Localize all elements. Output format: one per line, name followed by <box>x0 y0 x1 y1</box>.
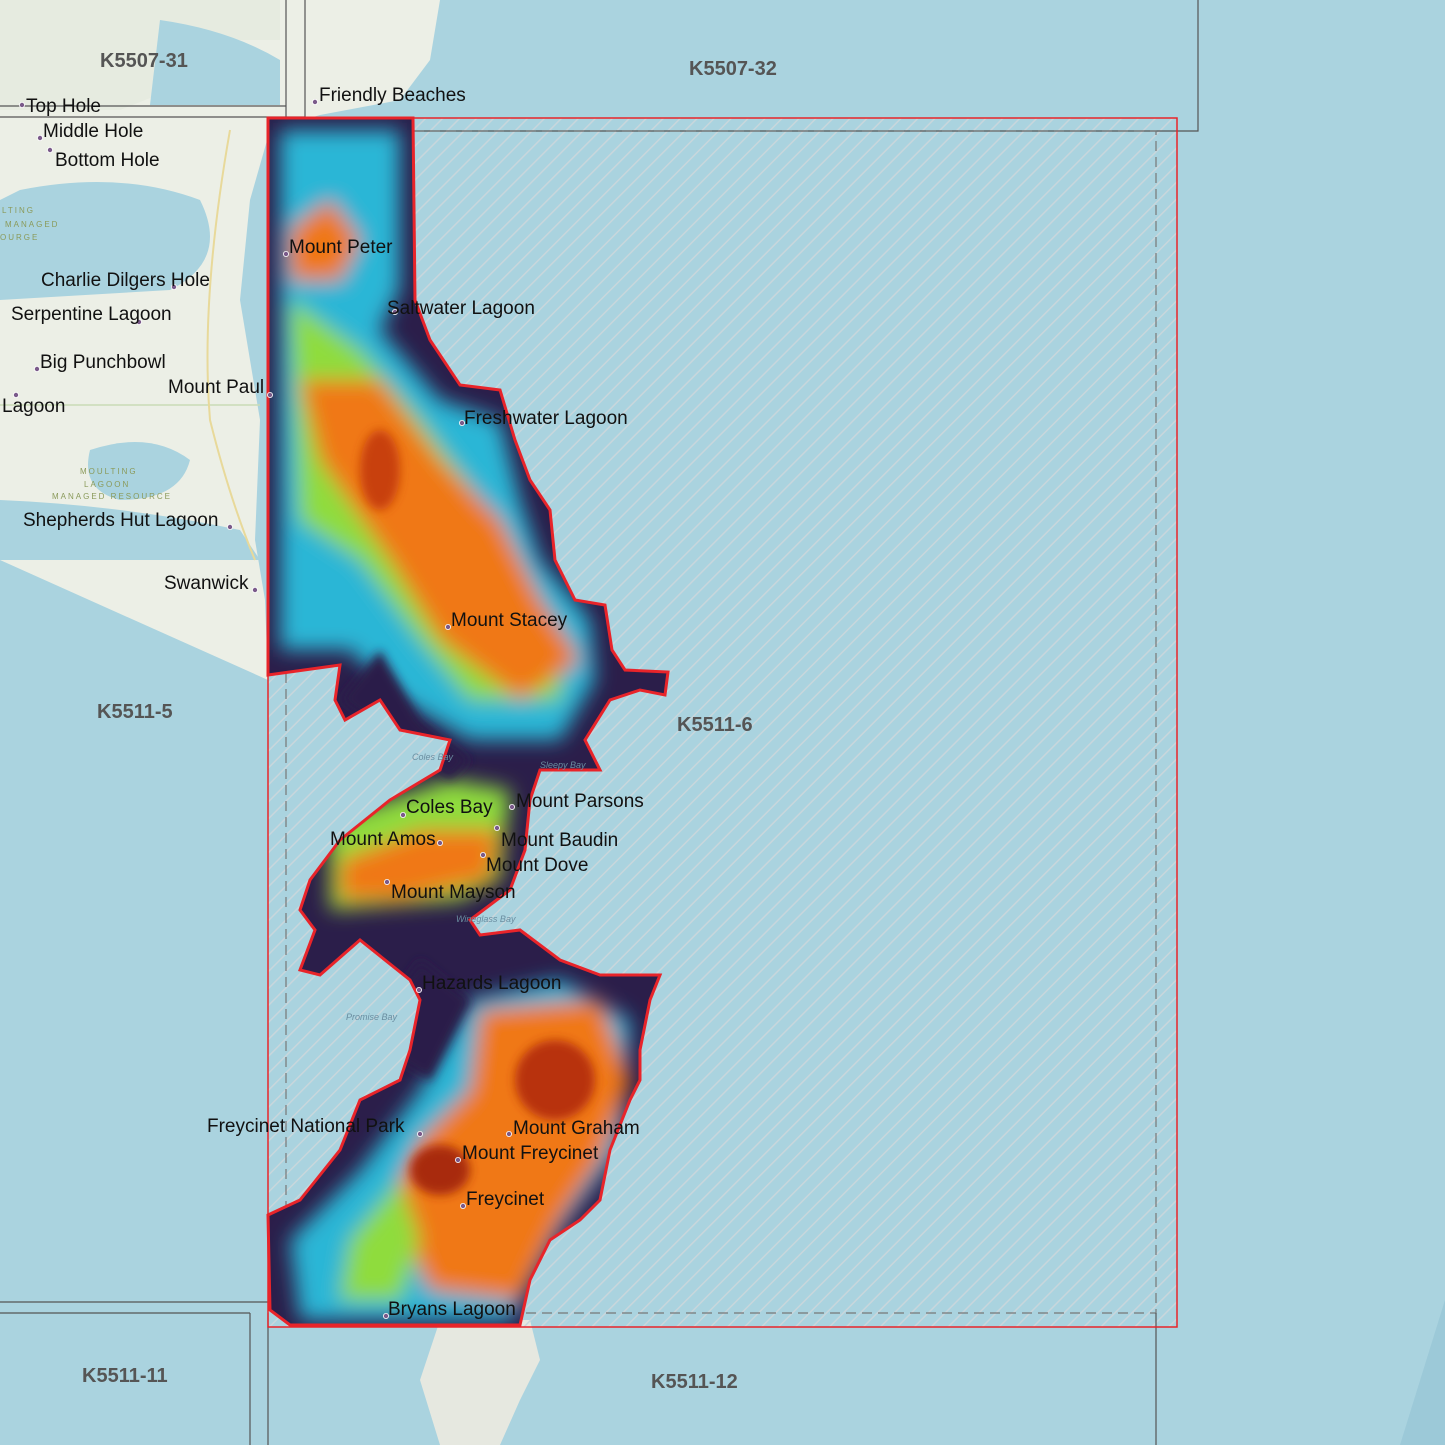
tile-label: K5507-32 <box>689 58 777 80</box>
reserve-label: MANAGED <box>5 220 59 229</box>
place-marker[interactable] <box>391 308 398 315</box>
place-marker[interactable] <box>444 624 451 631</box>
place-marker[interactable] <box>135 318 142 325</box>
tile-extent-outline <box>267 117 1178 1328</box>
tile-label: K5511-11 <box>82 1365 168 1387</box>
reserve-label: OURGE <box>0 233 39 242</box>
place-label[interactable]: Mount Peter <box>289 237 393 258</box>
place-label[interactable]: Friendly Beaches <box>319 85 466 106</box>
place-label[interactable]: Mount Stacey <box>451 610 568 631</box>
place-label[interactable]: Freycinet National Park <box>207 1116 405 1137</box>
place-label[interactable]: Hazards Lagoon <box>422 973 561 994</box>
place-marker[interactable] <box>505 1131 512 1138</box>
place-label[interactable]: Mount Amos <box>330 829 436 850</box>
place-label[interactable]: Bottom Hole <box>55 150 160 171</box>
place-marker[interactable] <box>383 879 390 886</box>
place-marker[interactable] <box>170 283 177 290</box>
tile-label: K5507-31 <box>100 50 188 72</box>
place-label[interactable]: Lagoon <box>2 396 65 417</box>
tile-grid <box>0 0 1199 1445</box>
place-marker[interactable] <box>266 391 273 398</box>
tile-label: K5511-6 <box>677 714 753 736</box>
place-marker[interactable] <box>47 146 54 153</box>
reserve-label: MOULTING <box>80 467 138 476</box>
place-label[interactable]: Charlie Dilgers Hole <box>41 270 210 291</box>
place-marker[interactable] <box>226 524 233 531</box>
place-marker[interactable] <box>37 134 44 141</box>
place-label[interactable]: Mount Graham <box>513 1118 640 1139</box>
place-marker[interactable] <box>282 250 289 257</box>
place-label[interactable]: Swanwick <box>164 573 249 594</box>
place-labels: Top Hole Middle Hole Bottom Hole Friendly B… <box>2 85 644 1320</box>
place-marker[interactable] <box>436 840 443 847</box>
place-marker[interactable] <box>416 1131 423 1138</box>
place-marker[interactable] <box>493 825 500 832</box>
place-marker[interactable] <box>454 1157 461 1164</box>
reserve-label: MANAGED RESOURCE <box>52 492 172 501</box>
water-label: Wineglass Bay <box>456 914 516 924</box>
place-marker[interactable] <box>382 1313 389 1320</box>
place-marker[interactable] <box>479 852 486 859</box>
place-label[interactable]: Freshwater Lagoon <box>464 408 628 429</box>
place-label[interactable]: Mount Baudin <box>501 830 618 851</box>
place-marker[interactable] <box>34 365 41 372</box>
reserve-label: LAGOON <box>84 480 130 489</box>
place-marker[interactable] <box>458 419 465 426</box>
place-marker[interactable] <box>399 812 406 819</box>
place-label[interactable]: Big Punchbowl <box>40 352 166 373</box>
place-label[interactable]: Mount Dove <box>486 855 588 876</box>
water-label: Promise Bay <box>346 1012 398 1022</box>
elevation-raster <box>266 116 670 1327</box>
place-label[interactable]: Serpentine Lagoon <box>11 304 172 325</box>
place-marker[interactable] <box>459 1203 466 1210</box>
place-label[interactable]: Shepherds Hut Lagoon <box>23 510 218 531</box>
place-marker[interactable] <box>508 804 515 811</box>
water-label: Sleepy Bay <box>540 760 586 770</box>
place-label[interactable]: Mount Paul <box>168 377 264 398</box>
tile-label: K5511-12 <box>651 1371 738 1393</box>
place-label[interactable]: Top Hole <box>26 96 101 117</box>
place-label[interactable]: Mount Freycinet <box>462 1143 599 1164</box>
place-marker[interactable] <box>12 391 19 398</box>
place-marker[interactable] <box>18 102 25 109</box>
place-marker[interactable] <box>415 987 422 994</box>
place-marker[interactable] <box>311 99 318 106</box>
place-marker[interactable] <box>251 587 258 594</box>
place-label[interactable]: Bryans Lagoon <box>388 1299 516 1320</box>
place-label[interactable]: Mount Mayson <box>391 882 516 903</box>
place-label[interactable]: Mount Parsons <box>516 791 644 812</box>
place-label[interactable]: Freycinet <box>466 1189 545 1210</box>
reserve-label: LTING <box>2 206 35 215</box>
place-label[interactable]: Saltwater Lagoon <box>387 298 535 319</box>
place-label[interactable]: Middle Hole <box>43 121 143 142</box>
tile-label: K5511-5 <box>97 701 173 723</box>
water-label: Coles Bay <box>412 752 454 762</box>
place-label[interactable]: Coles Bay <box>406 797 493 818</box>
